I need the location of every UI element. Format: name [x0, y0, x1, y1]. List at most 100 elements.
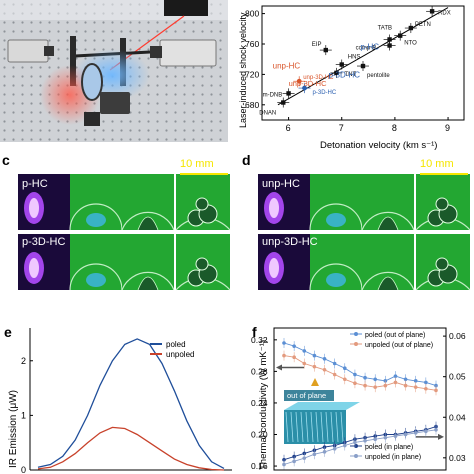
- f-point: [413, 431, 418, 435]
- c-plasma-core: [29, 258, 39, 278]
- f-point: [343, 366, 347, 371]
- panel-a-setup-image: [0, 0, 228, 142]
- b-point-label: DNAN: [259, 111, 276, 117]
- f-arrowhead-right: [438, 433, 444, 440]
- f-legend-marker: [354, 444, 358, 448]
- c-shock-front: [121, 211, 175, 231]
- d-shock-front: [309, 203, 363, 231]
- f-legend-marker: [354, 454, 358, 458]
- f-rtick-label: 0.06: [449, 331, 466, 341]
- panel-d-bottom-label: unp-3D-HC: [262, 236, 318, 248]
- c-plume: [86, 273, 106, 287]
- f-legend-label: poled (out of plane): [365, 332, 425, 339]
- setup-illustration: [0, 0, 228, 142]
- f-point: [363, 439, 367, 443]
- f-point: [353, 381, 357, 386]
- f-legend-marker: [354, 332, 358, 336]
- b-label-p-3d-hc: p-3D-HC: [328, 70, 360, 79]
- b-point-label: EIP: [312, 42, 322, 48]
- f-inset-stripe: [305, 411, 309, 443]
- f-legend-label: poled (in plane): [365, 444, 413, 451]
- f-inset-block: [284, 410, 346, 444]
- c-cloud: [195, 197, 209, 211]
- d-cloud: [435, 257, 449, 271]
- c-plume: [86, 213, 106, 227]
- f-point: [292, 355, 296, 359]
- f-inset-stripe: [335, 411, 339, 443]
- f-point: [424, 429, 428, 434]
- f-point: [292, 344, 296, 348]
- f-point: [282, 353, 286, 358]
- panel-c-label: c: [2, 152, 10, 168]
- b-ytick-label: 680: [245, 100, 259, 110]
- c-shock-front: [69, 203, 123, 231]
- f-legend-label: unpoled (in plane): [365, 454, 421, 461]
- d-shock-front: [361, 211, 415, 231]
- f-point: [363, 383, 367, 388]
- f-point: [383, 383, 388, 388]
- f-inset-top: [284, 402, 360, 410]
- b-point-label: comp-B: [356, 46, 377, 52]
- c-shock-front: [69, 263, 123, 291]
- f-point: [373, 377, 377, 382]
- b-point: [339, 62, 344, 67]
- e-series-line: [37, 426, 225, 471]
- f-point: [332, 372, 337, 377]
- f-point: [403, 383, 408, 388]
- b-xtick-label: 7: [339, 123, 344, 133]
- f-ytick-label: 0.24: [251, 398, 268, 408]
- f-point: [292, 459, 296, 464]
- f-point: [424, 386, 428, 391]
- frames-c: [18, 174, 231, 291]
- panel-d-top-label: unp-HC: [262, 178, 300, 190]
- b-point: [302, 85, 307, 91]
- panel-c-bottom-label: p-3D-HC: [22, 236, 66, 248]
- f-point: [302, 349, 307, 353]
- f-point: [312, 353, 317, 358]
- b-label-unp-hc: unp-HC: [273, 61, 301, 70]
- f-inset-arrow: [311, 378, 319, 386]
- panel-d-label: d: [242, 152, 251, 168]
- laser-box: [164, 0, 208, 16]
- f-inset-stripe: [320, 411, 324, 443]
- f-point: [393, 374, 398, 378]
- b-ylabel: Laser-induced shock velocity: [238, 12, 248, 128]
- b-point: [296, 78, 302, 84]
- d-shock-front: [309, 263, 363, 291]
- c-shock-front: [121, 271, 175, 291]
- f-point: [413, 379, 418, 383]
- f-point: [332, 361, 337, 366]
- f-point: [312, 452, 317, 457]
- f-inset-stripe: [330, 411, 334, 443]
- d-bubble: [377, 216, 399, 231]
- panel-e: e IR Emission (μW) 0 1 2 poled unpoled: [0, 318, 236, 474]
- c-cloud: [195, 257, 209, 271]
- panel-d-scalebar: [420, 173, 468, 175]
- f-point: [302, 361, 307, 366]
- b-label-unp-3d-hc: unp-3D-HC: [289, 79, 328, 88]
- f-rtick-label: 0.04: [449, 412, 466, 422]
- b-point: [286, 91, 291, 96]
- f-point: [363, 375, 367, 380]
- f-inset-stripe: [295, 411, 299, 443]
- d-plasma-core: [269, 198, 279, 218]
- e-ytick-label: 2: [21, 356, 26, 366]
- b-ytick-label: 720: [245, 69, 259, 79]
- f-point: [353, 372, 357, 377]
- e-series-line: [37, 338, 225, 469]
- f-point: [403, 432, 408, 437]
- b-label-p-hc: p-HC: [360, 42, 379, 51]
- f-inset-label-text: out of plane: [287, 391, 326, 400]
- b-point-label: PETN: [415, 22, 431, 28]
- b-frame: [261, 5, 465, 121]
- b-xtick-label: 8: [392, 123, 397, 133]
- f-ylabel: Thermal conductivity (W mK⁻¹): [258, 340, 269, 470]
- f-arrowhead-left: [276, 364, 282, 371]
- f-point: [302, 456, 307, 460]
- b-point-label: unp-3D-HC: [303, 75, 334, 81]
- f-inset-label-bg: [284, 390, 334, 401]
- f-frame: [273, 327, 447, 471]
- f-point: [393, 434, 398, 438]
- panel-f-label: f: [252, 324, 257, 340]
- lens: [81, 63, 103, 101]
